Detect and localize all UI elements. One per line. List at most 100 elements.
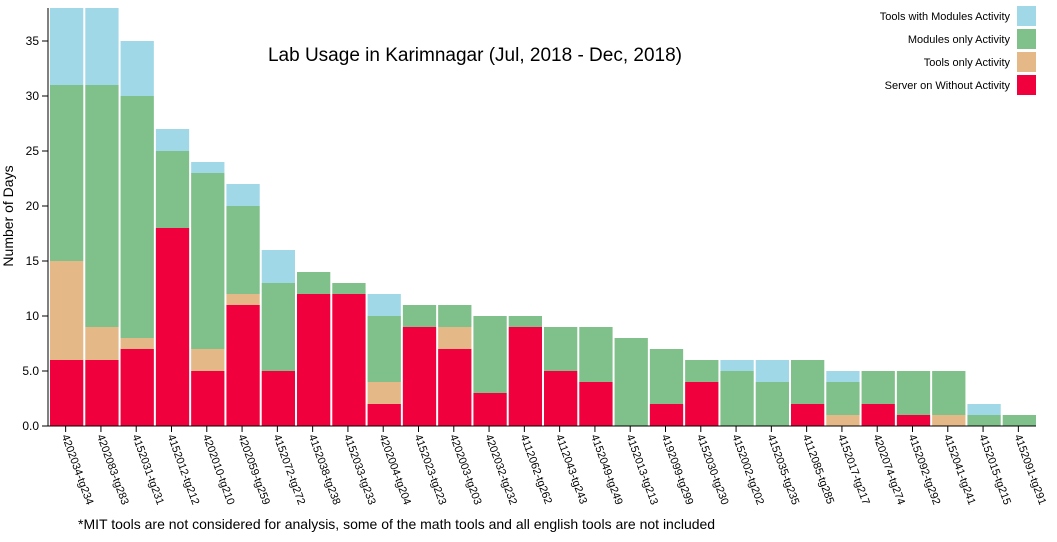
x-tick-label: 4152038-tg238 [306, 433, 343, 507]
bar-segment [85, 360, 119, 426]
bar-segment [85, 8, 119, 85]
x-tick-label: 4152035-tg235 [765, 433, 802, 507]
bar-segment [332, 294, 366, 426]
x-tick-label: 4202004-tg204 [376, 433, 413, 507]
bar-segment [226, 294, 260, 305]
bar-segment [226, 184, 260, 206]
bar-segment [755, 360, 789, 382]
x-tick-label: 4152049-tg249 [588, 433, 625, 507]
bar-segment [50, 8, 84, 85]
x-tick-label: 4152072-tg272 [271, 433, 308, 507]
bar-segment [50, 85, 84, 261]
x-tick-label: 4152023-tg223 [412, 433, 449, 507]
bar-segment [826, 371, 860, 382]
legend-label: Tools with Modules Activity [880, 11, 1011, 23]
bar-segment [191, 162, 225, 173]
bar-segment [191, 173, 225, 349]
bar-segment [826, 415, 860, 426]
x-tick-label: 4112085-tg285 [800, 433, 836, 506]
x-tick-label: 4202010-tg210 [200, 433, 237, 507]
bar-segment [438, 305, 472, 327]
bar-segment [261, 283, 295, 371]
x-tick-label: 4202032-tg232 [482, 433, 519, 507]
bar-segment [720, 360, 754, 371]
x-tick-label: 4152017-tg217 [835, 433, 872, 507]
x-tick-label: 4112062-tg262 [518, 433, 554, 506]
bar-segment [191, 371, 225, 426]
bar-segment [438, 327, 472, 349]
x-tick-label: 4202059-tg259 [235, 433, 272, 507]
legend-label: Modules only Activity [908, 34, 1011, 46]
y-tick-label: 30 [26, 89, 40, 103]
bar-segment [85, 327, 119, 360]
x-tick-label: 4152012-tg212 [165, 433, 202, 507]
bar-segment [120, 349, 154, 426]
bar-segment [544, 327, 578, 371]
bar-segment [261, 371, 295, 426]
x-tick-label: 4202034-tg234 [59, 433, 96, 507]
legend-label: Server on Without Activity [885, 80, 1011, 92]
bar-segment [50, 261, 84, 360]
y-tick-label: 0.0 [22, 419, 39, 433]
bar-segment [544, 371, 578, 426]
bar-segment [402, 305, 437, 327]
bar-segment [579, 382, 613, 426]
legend-swatch [1017, 29, 1036, 49]
bar-segment [438, 349, 472, 426]
x-tick-label: 4202083-tg283 [94, 433, 131, 507]
bar-segment [297, 272, 331, 294]
y-tick-label: 15 [26, 254, 40, 268]
bar-segment [367, 382, 401, 404]
bar-segment [332, 283, 366, 294]
bar-segment [155, 228, 190, 426]
bar-segment [120, 41, 154, 96]
x-tick-label: 4152030-tg230 [694, 433, 731, 507]
x-tick-label: 4152041-tg241 [941, 433, 978, 507]
bar-segment [367, 316, 401, 382]
bar-segment [755, 382, 789, 426]
bar-segment [967, 415, 1001, 426]
bar-segment [261, 250, 295, 283]
bar-segment [402, 327, 437, 426]
bar-segment [896, 415, 931, 426]
footnote: *MIT tools are not considered for analys… [78, 516, 715, 532]
bar-segment [50, 360, 84, 426]
y-tick-label: 35 [26, 34, 40, 48]
x-tick-label: 4152033-tg233 [341, 433, 378, 507]
x-tick-label: 4152013-tg213 [623, 433, 660, 507]
bar-segment [297, 294, 331, 426]
bar-segment [579, 327, 613, 382]
bar-segment [826, 382, 860, 415]
x-tick-label: 4202074-tg274 [870, 433, 907, 507]
x-tick-label: 4112043-tg243 [553, 433, 589, 506]
legend-swatch [1017, 75, 1036, 95]
bar-segment [367, 294, 401, 316]
bar-segment [1002, 415, 1036, 426]
bar-segment [473, 316, 507, 393]
bar-segment [649, 349, 684, 404]
bar-segment [85, 85, 119, 327]
x-tick-label: 4202003-tg203 [447, 433, 484, 507]
bar-segment [896, 371, 931, 415]
legend-label: Tools only Activity [924, 57, 1011, 69]
x-tick-label: 4192099-tg299 [659, 433, 696, 507]
bar-segment [649, 404, 684, 426]
bars-group [50, 8, 1036, 426]
bar-segment [473, 393, 507, 426]
bar-segment [791, 360, 825, 404]
legend-swatch [1017, 6, 1036, 26]
bar-segment [226, 206, 260, 294]
chart-title: Lab Usage in Karimnagar (Jul, 2018 - Dec… [268, 45, 682, 66]
y-axis-title: Number of Days [0, 165, 16, 266]
x-tick-label: 4152002-tg202 [729, 433, 766, 507]
x-tick-label: 4152091-tg291 [1012, 433, 1049, 507]
bar-segment [861, 404, 895, 426]
y-axis: 0.0 5.0 10 15 20 25 30 35 [22, 8, 49, 433]
bar-segment [155, 151, 190, 228]
bar-segment [508, 327, 542, 426]
y-tick-label: 5.0 [22, 364, 39, 378]
bar-segment [861, 371, 895, 404]
bar-segment [155, 129, 190, 151]
y-tick-label: 25 [26, 144, 40, 158]
